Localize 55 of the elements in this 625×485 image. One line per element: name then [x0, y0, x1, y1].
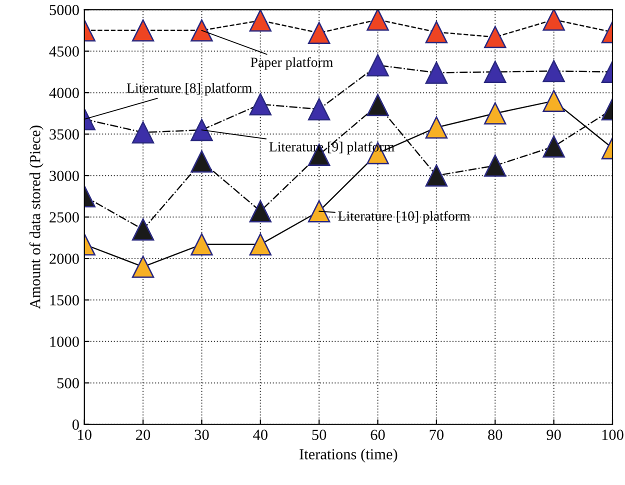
point [308, 22, 330, 44]
x-tick-label: 60 [370, 430, 385, 440]
annotation: Literature [8] platform [126, 82, 252, 96]
point [542, 60, 565, 82]
y-tick-label: 1000 [50, 336, 79, 347]
point [366, 94, 389, 116]
x-tick-label: 50 [312, 430, 326, 440]
y-tick-label: 4500 [49, 46, 79, 57]
point [190, 19, 213, 42]
point [542, 135, 565, 158]
annotation: Literature [10] platform [338, 210, 470, 224]
point [425, 62, 448, 84]
point [190, 233, 213, 256]
x-tick-label: 40 [253, 430, 268, 440]
point [366, 54, 389, 76]
point [249, 10, 272, 32]
point [190, 150, 213, 173]
x-tick-label: 70 [430, 430, 444, 440]
point [425, 116, 448, 139]
point [308, 200, 330, 222]
point [484, 60, 506, 84]
point [190, 118, 213, 142]
point [425, 164, 448, 187]
point [132, 121, 154, 144]
y-tick-label: 1500 [50, 295, 79, 306]
point [132, 218, 154, 241]
x-tick-label: 100 [602, 430, 624, 440]
x-tick-label: 80 [488, 430, 502, 440]
y-tick-label: 3500 [50, 129, 79, 140]
point [542, 90, 565, 112]
y-tick-label: 2000 [50, 254, 79, 264]
point [366, 10, 389, 31]
y-tick-label: 500 [57, 378, 79, 388]
y-tick-label: 0 [72, 420, 79, 430]
x-tick-label: 90 [546, 430, 561, 440]
y-tick-label: 2500 [50, 212, 79, 222]
x-tick-label: 10 [78, 430, 92, 440]
point [132, 19, 154, 42]
point [484, 154, 506, 177]
point [132, 256, 154, 278]
y-tick-label: 3000 [50, 170, 79, 182]
x-axis-title: Iterations (time) [300, 448, 398, 462]
x-tick-label: 20 [136, 430, 150, 440]
y-tick-label: 4000 [49, 88, 79, 98]
point [308, 98, 330, 120]
point [249, 200, 272, 222]
y-axis-title: Amount of data stored (Piece) [29, 126, 44, 309]
point [249, 233, 272, 256]
point [425, 20, 448, 44]
point [484, 26, 506, 48]
point [542, 10, 565, 31]
x-tick-label: 30 [194, 430, 209, 440]
annotation: Paper platform [250, 57, 333, 70]
y-tick-label: 5000 [50, 4, 79, 16]
point [484, 102, 506, 124]
